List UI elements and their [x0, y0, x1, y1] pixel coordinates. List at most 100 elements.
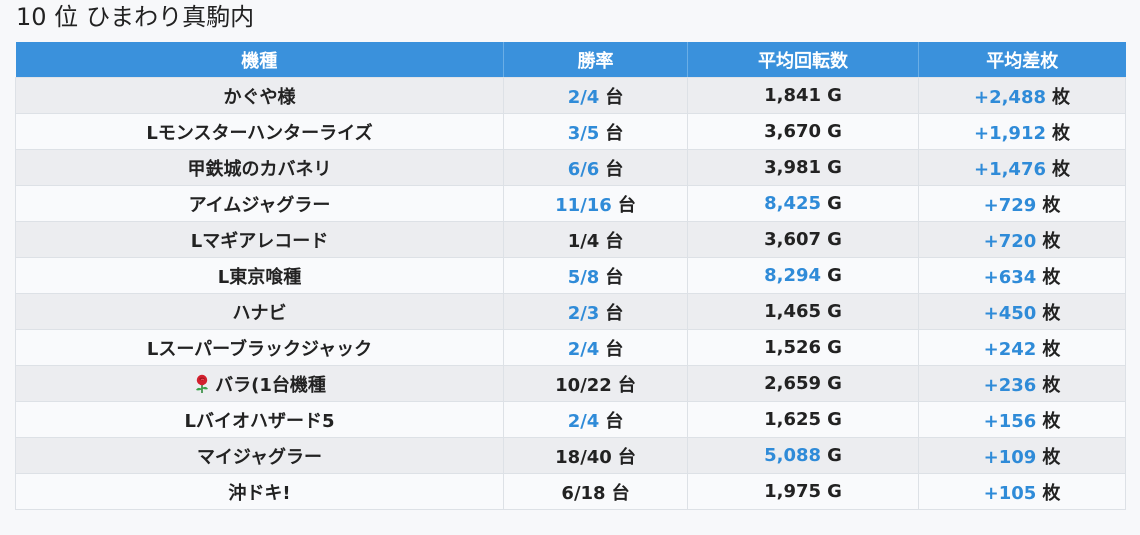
- avg-spins-cell: 5,088 G: [687, 437, 919, 474]
- win-rate-cell: 1/4 台: [503, 221, 688, 258]
- avg-diff-cell: +109 枚: [918, 437, 1126, 474]
- avg-spins-value: 8,425: [764, 193, 822, 214]
- table-row[interactable]: マイジャグラー 18/40 台 5,088 G +109 枚: [15, 437, 1126, 474]
- table-row[interactable]: Lスーパーブラックジャック 2/4 台 1,526 G +242 枚: [15, 329, 1126, 366]
- avg-diff-unit: 枚: [1042, 194, 1061, 216]
- win-rate-cell: 3/5 台: [503, 113, 688, 150]
- win-rate-value: 2/4: [567, 338, 600, 360]
- avg-spins-cell: 2,659 G: [687, 365, 919, 402]
- avg-diff-cell: +1,912 枚: [918, 113, 1126, 150]
- avg-spins-cell: 1,465 G: [687, 293, 919, 330]
- win-rate-unit: 台: [605, 122, 624, 144]
- win-rate-cell: 11/16 台: [503, 185, 688, 222]
- table-row[interactable]: Lマギアレコード 1/4 台 3,607 G +720 枚: [15, 221, 1126, 258]
- win-rate-cell: 5/8 台: [503, 257, 688, 294]
- table-row[interactable]: 甲鉄城のカバネリ 6/6 台 3,981 G +1,476 枚: [15, 149, 1126, 186]
- avg-diff-value: +109: [983, 446, 1037, 468]
- avg-diff-unit: 枚: [1042, 482, 1061, 504]
- avg-diff-unit: 枚: [1052, 158, 1071, 180]
- win-rate-value: 6/18: [561, 482, 606, 504]
- machine-name: 沖ドキ!: [228, 482, 291, 504]
- avg-diff-cell: +236 枚: [918, 365, 1126, 402]
- column-header-machine[interactable]: 機種: [15, 42, 504, 78]
- avg-spins-value: 5,088: [764, 445, 822, 466]
- avg-diff-unit: 枚: [1042, 338, 1061, 360]
- avg-diff-unit: 枚: [1042, 302, 1061, 324]
- avg-diff-cell: +720 枚: [918, 221, 1126, 258]
- win-rate-value: 1/4: [567, 230, 600, 252]
- machine-name: Lモンスターハンターライズ: [146, 122, 373, 144]
- win-rate-unit: 台: [605, 158, 624, 180]
- win-rate-value: 18/40: [555, 446, 612, 468]
- table-row[interactable]: かぐや様 2/4 台 1,841 G +2,488 枚: [15, 77, 1126, 114]
- win-rate-cell: 6/18 台: [503, 473, 688, 510]
- avg-diff-cell: +156 枚: [918, 401, 1126, 438]
- win-rate-cell: 2/3 台: [503, 293, 688, 330]
- avg-spins-unit: G: [827, 409, 842, 430]
- machine-name-cell: L東京喰種: [15, 257, 504, 294]
- avg-diff-cell: +729 枚: [918, 185, 1126, 222]
- column-header-avg-spins[interactable]: 平均回転数: [687, 42, 919, 78]
- avg-spins-unit: G: [827, 121, 842, 142]
- win-rate-cell: 2/4 台: [503, 401, 688, 438]
- table-row[interactable]: L東京喰種 5/8 台 8,294 G +634 枚: [15, 257, 1126, 294]
- win-rate-value: 6/6: [567, 158, 600, 180]
- machine-name: マイジャグラー: [196, 446, 323, 468]
- win-rate-cell: 6/6 台: [503, 149, 688, 186]
- machine-name: アイムジャグラー: [188, 194, 331, 216]
- table-row[interactable]: Lモンスターハンターライズ 3/5 台 3,670 G +1,912 枚: [15, 113, 1126, 150]
- table-row[interactable]: アイムジャグラー 11/16 台 8,425 G +729 枚: [15, 185, 1126, 222]
- avg-spins-value: 1,526: [764, 337, 822, 358]
- win-rate-unit: 台: [617, 446, 636, 468]
- avg-diff-value: +2,488: [973, 86, 1047, 108]
- machine-name: ハナビ: [232, 302, 287, 324]
- avg-spins-cell: 3,670 G: [687, 113, 919, 150]
- avg-spins-cell: 3,981 G: [687, 149, 919, 186]
- machine-name: 甲鉄城のカバネリ: [187, 158, 332, 180]
- table-row[interactable]: 沖ドキ! 6/18 台 1,975 G +105 枚: [15, 473, 1126, 510]
- win-rate-value: 2/4: [567, 410, 600, 432]
- win-rate-value: 5/8: [567, 266, 600, 288]
- avg-spins-cell: 8,425 G: [687, 185, 919, 222]
- rank-label: 10 位: [16, 3, 79, 31]
- win-rate-cell: 18/40 台: [503, 437, 688, 474]
- avg-diff-unit: 枚: [1042, 410, 1061, 432]
- avg-diff-cell: +242 枚: [918, 329, 1126, 366]
- win-rate-unit: 台: [605, 338, 624, 360]
- machine-name-cell: Lモンスターハンターライズ: [15, 113, 504, 150]
- avg-diff-value: +1,476: [973, 158, 1047, 180]
- win-rate-unit: 台: [617, 374, 636, 396]
- avg-diff-value: +242: [983, 338, 1037, 360]
- avg-diff-cell: +634 枚: [918, 257, 1126, 294]
- machine-name-cell: かぐや様: [15, 77, 504, 114]
- avg-diff-value: +236: [983, 374, 1037, 396]
- table-row[interactable]: ハナビ 2/3 台 1,465 G +450 枚: [15, 293, 1126, 330]
- avg-spins-value: 1,975: [764, 481, 822, 502]
- avg-spins-cell: 1,841 G: [687, 77, 919, 114]
- column-header-win-rate[interactable]: 勝率: [503, 42, 688, 78]
- win-rate-unit: 台: [605, 86, 624, 108]
- avg-diff-unit: 枚: [1042, 374, 1061, 396]
- win-rate-unit: 台: [611, 482, 630, 504]
- avg-spins-cell: 1,526 G: [687, 329, 919, 366]
- column-header-avg-diff[interactable]: 平均差枚: [918, 42, 1126, 78]
- win-rate-unit: 台: [617, 194, 636, 216]
- machine-name-cell: Lバイオハザード5: [15, 401, 504, 438]
- table-row[interactable]: Lバイオハザード5 2/4 台 1,625 G +156 枚: [15, 401, 1126, 438]
- avg-diff-value: +450: [983, 302, 1037, 324]
- store-name: ひまわり真駒内: [86, 3, 255, 31]
- avg-diff-value: +720: [983, 230, 1037, 252]
- avg-spins-cell: 1,975 G: [687, 473, 919, 510]
- table-header-row: 機種 勝率 平均回転数 平均差枚: [15, 42, 1126, 78]
- rose-icon: [193, 374, 211, 394]
- win-rate-unit: 台: [605, 266, 624, 288]
- win-rate-value: 2/3: [567, 302, 600, 324]
- win-rate-value: 10/22: [555, 374, 612, 396]
- avg-spins-value: 3,670: [764, 121, 822, 142]
- win-rate-value: 2/4: [567, 86, 600, 108]
- machine-name-cell: マイジャグラー: [15, 437, 504, 474]
- avg-spins-unit: G: [827, 229, 842, 250]
- table-row[interactable]: バラ(1台機種 10/22 台 2,659 G +236 枚: [15, 365, 1126, 402]
- avg-diff-value: +105: [983, 482, 1037, 504]
